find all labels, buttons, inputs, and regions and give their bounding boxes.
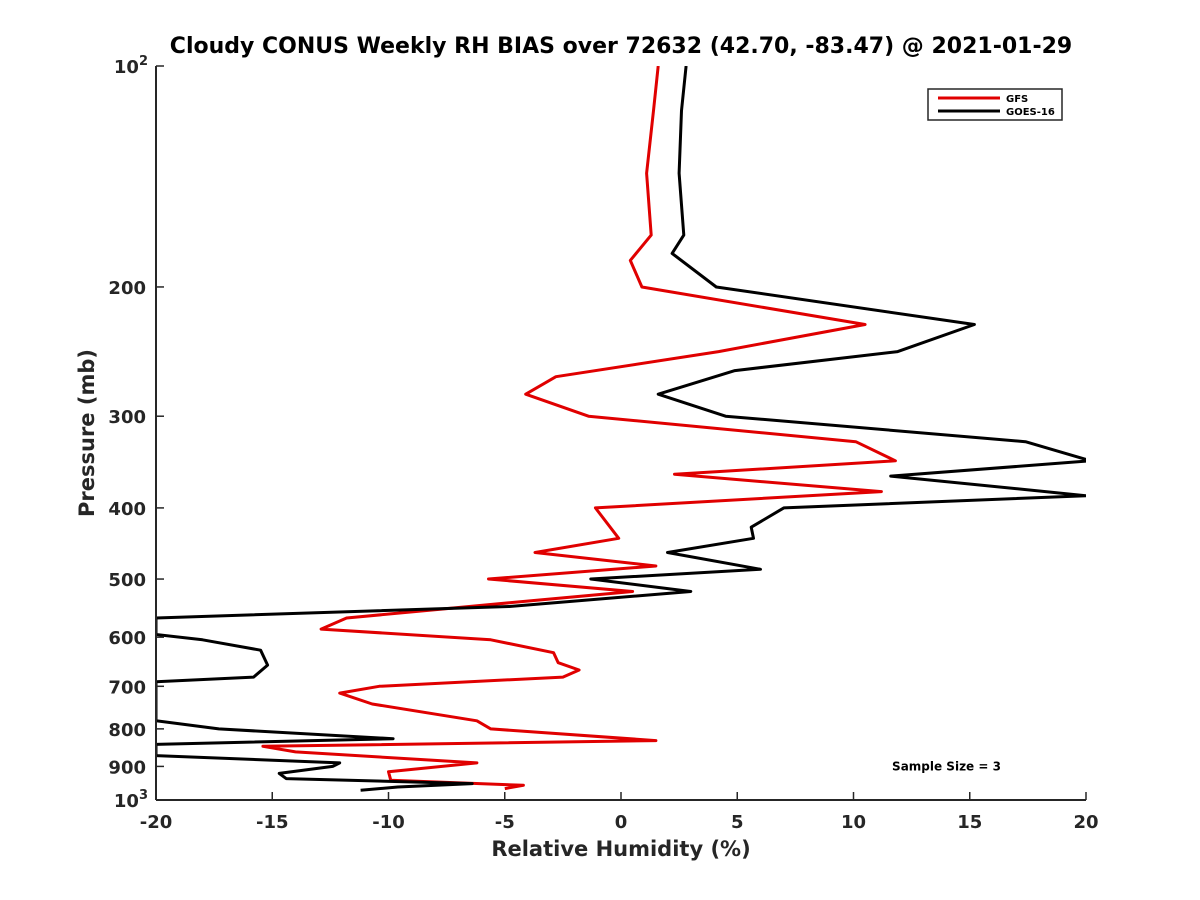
y-tick-label: 400 [108,499,146,520]
x-tick-label: 10 [841,812,866,833]
y-axis-label: Pressure (mb) [75,349,99,517]
legend-label-gfs: GFS [1006,94,1028,105]
y-tick-label: 300 [108,407,146,428]
y-tick-label: 800 [108,720,146,741]
x-axis-label: Relative Humidity (%) [491,837,750,861]
legend-label-goes-16: GOES-16 [1006,107,1055,118]
x-tick-label: 15 [957,812,982,833]
x-tick-label: -20 [140,812,173,833]
x-tick-label: 20 [1073,812,1098,833]
annotations: Sample Size = 3 [892,759,1001,773]
y-tick-label: 600 [108,628,146,649]
x-tick-label: -15 [256,812,289,833]
x-tick-label: -10 [372,812,405,833]
x-tick-label: 0 [615,812,628,833]
series-line-gfs [261,66,897,791]
y-tick-label: 200 [108,278,146,299]
y-top-label: 102 [114,54,148,78]
chart-title: Cloudy CONUS Weekly RH BIAS over 72632 (… [170,34,1072,59]
y-tick-label: 500 [108,570,146,591]
x-tick-label: 5 [731,812,744,833]
x-tick-label: -5 [495,812,515,833]
sample-size-annotation: Sample Size = 3 [892,759,1001,773]
series-layer [156,66,1086,792]
legend: GFS GOES-16 [927,88,1063,121]
y-tick-label: 700 [108,677,146,698]
series-line-goes-16 [156,66,1086,792]
axes-layer: -20 -15 -10 -5 0 5 10 15 20 200 300 400 500 600 700 800… [108,54,1098,833]
y-tick-label: 900 [108,757,146,778]
y-bottom-label: 103 [114,788,148,812]
legend-box [927,88,1063,121]
